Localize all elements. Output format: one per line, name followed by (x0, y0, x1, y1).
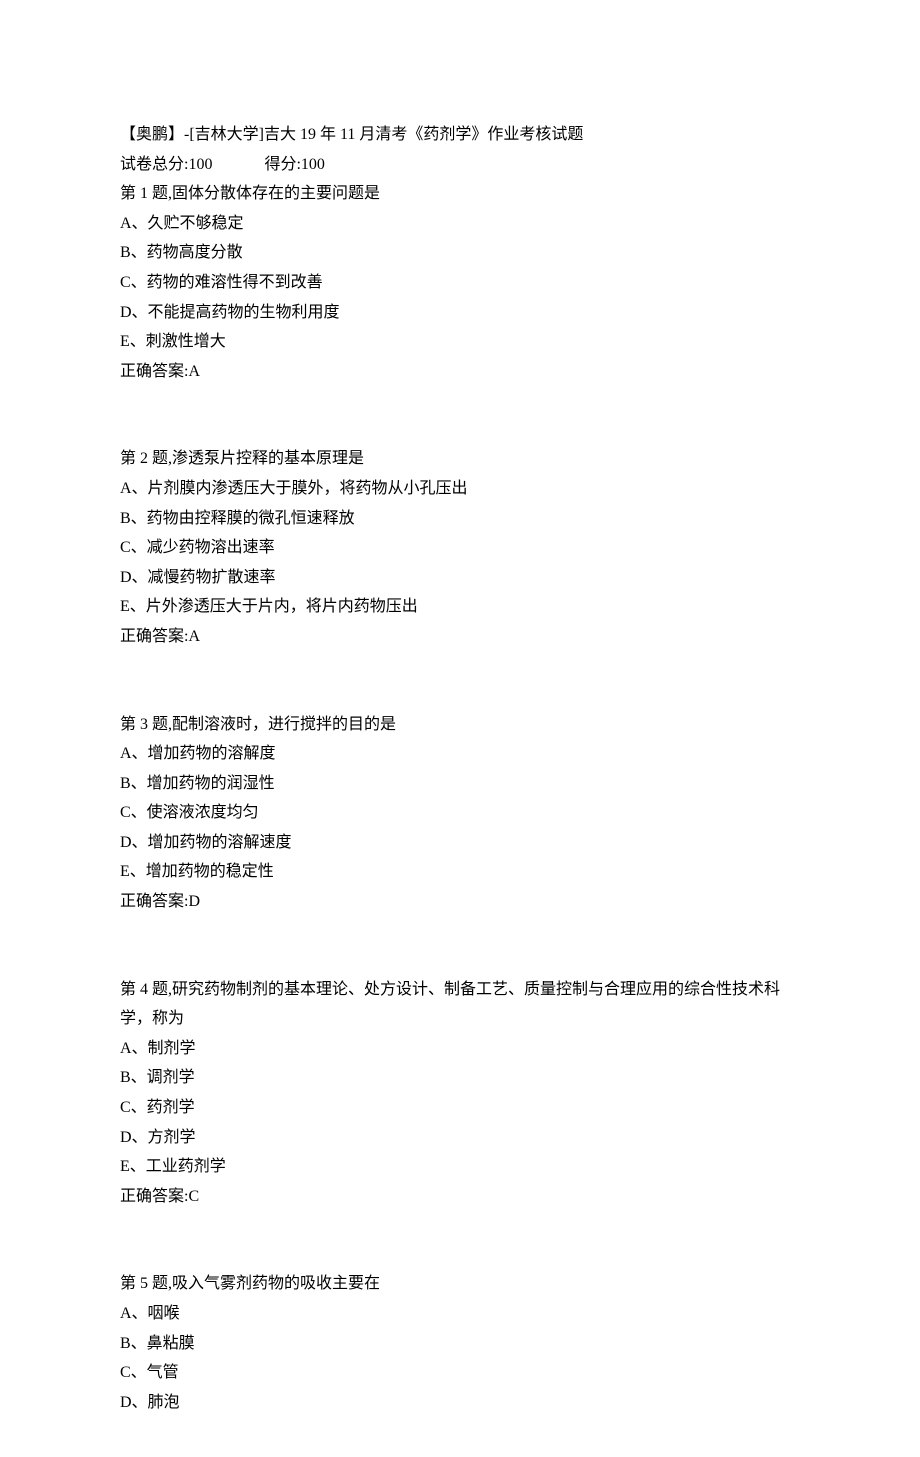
questions-container: 第 1 题,固体分散体存在的主要问题是A、久贮不够稳定B、药物高度分散C、药物的… (120, 179, 800, 1417)
obtained-score: 得分:100 (264, 156, 324, 173)
exam-title: 【奥鹏】-[吉林大学]吉大 19 年 11 月清考《药剂学》作业考核试题 (120, 120, 800, 150)
question-prompt: 第 2 题,渗透泵片控释的基本原理是 (120, 444, 800, 474)
score-line: 试卷总分:100 得分:100 (120, 150, 800, 180)
question-prompt: 第 3 题,配制溶液时，进行搅拌的目的是 (120, 710, 800, 740)
question-block: 第 3 题,配制溶液时，进行搅拌的目的是A、增加药物的溶解度B、增加药物的润湿性… (120, 710, 800, 917)
question-option: D、不能提高药物的生物利用度 (120, 298, 800, 328)
correct-answer: 正确答案:D (120, 887, 800, 917)
question-option: C、药剂学 (120, 1093, 800, 1123)
question-option: A、增加药物的溶解度 (120, 739, 800, 769)
correct-answer: 正确答案:A (120, 622, 800, 652)
question-option: B、药物由控释膜的微孔恒速释放 (120, 504, 800, 534)
question-option: A、久贮不够稳定 (120, 209, 800, 239)
question-option: A、制剂学 (120, 1034, 800, 1064)
exam-header: 【奥鹏】-[吉林大学]吉大 19 年 11 月清考《药剂学》作业考核试题 试卷总… (120, 120, 800, 179)
question-option: D、增加药物的溶解速度 (120, 828, 800, 858)
question-option: B、药物高度分散 (120, 238, 800, 268)
question-option: C、气管 (120, 1358, 800, 1388)
question-option: C、减少药物溶出速率 (120, 533, 800, 563)
total-score: 试卷总分:100 (120, 156, 212, 173)
question-prompt: 第 4 题,研究药物制剂的基本理论、处方设计、制备工艺、质量控制与合理应用的综合… (120, 975, 800, 1034)
question-option: D、方剂学 (120, 1123, 800, 1153)
question-block: 第 5 题,吸入气雾剂药物的吸收主要在A、咽喉B、鼻粘膜C、气管D、肺泡 (120, 1269, 800, 1417)
question-option: A、咽喉 (120, 1299, 800, 1329)
question-option: C、药物的难溶性得不到改善 (120, 268, 800, 298)
question-block: 第 2 题,渗透泵片控释的基本原理是A、片剂膜内渗透压大于膜外，将药物从小孔压出… (120, 444, 800, 651)
question-option: E、刺激性增大 (120, 327, 800, 357)
question-option: E、增加药物的稳定性 (120, 857, 800, 887)
question-block: 第 4 题,研究药物制剂的基本理论、处方设计、制备工艺、质量控制与合理应用的综合… (120, 975, 800, 1212)
question-option: B、调剂学 (120, 1063, 800, 1093)
question-option: D、减慢药物扩散速率 (120, 563, 800, 593)
question-option: E、工业药剂学 (120, 1152, 800, 1182)
question-prompt: 第 5 题,吸入气雾剂药物的吸收主要在 (120, 1269, 800, 1299)
question-option: D、肺泡 (120, 1388, 800, 1418)
question-prompt: 第 1 题,固体分散体存在的主要问题是 (120, 179, 800, 209)
correct-answer: 正确答案:A (120, 357, 800, 387)
question-block: 第 1 题,固体分散体存在的主要问题是A、久贮不够稳定B、药物高度分散C、药物的… (120, 179, 800, 386)
question-option: B、鼻粘膜 (120, 1329, 800, 1359)
question-option: A、片剂膜内渗透压大于膜外，将药物从小孔压出 (120, 474, 800, 504)
question-option: E、片外渗透压大于片内，将片内药物压出 (120, 592, 800, 622)
question-option: B、增加药物的润湿性 (120, 769, 800, 799)
correct-answer: 正确答案:C (120, 1182, 800, 1212)
question-option: C、使溶液浓度均匀 (120, 798, 800, 828)
